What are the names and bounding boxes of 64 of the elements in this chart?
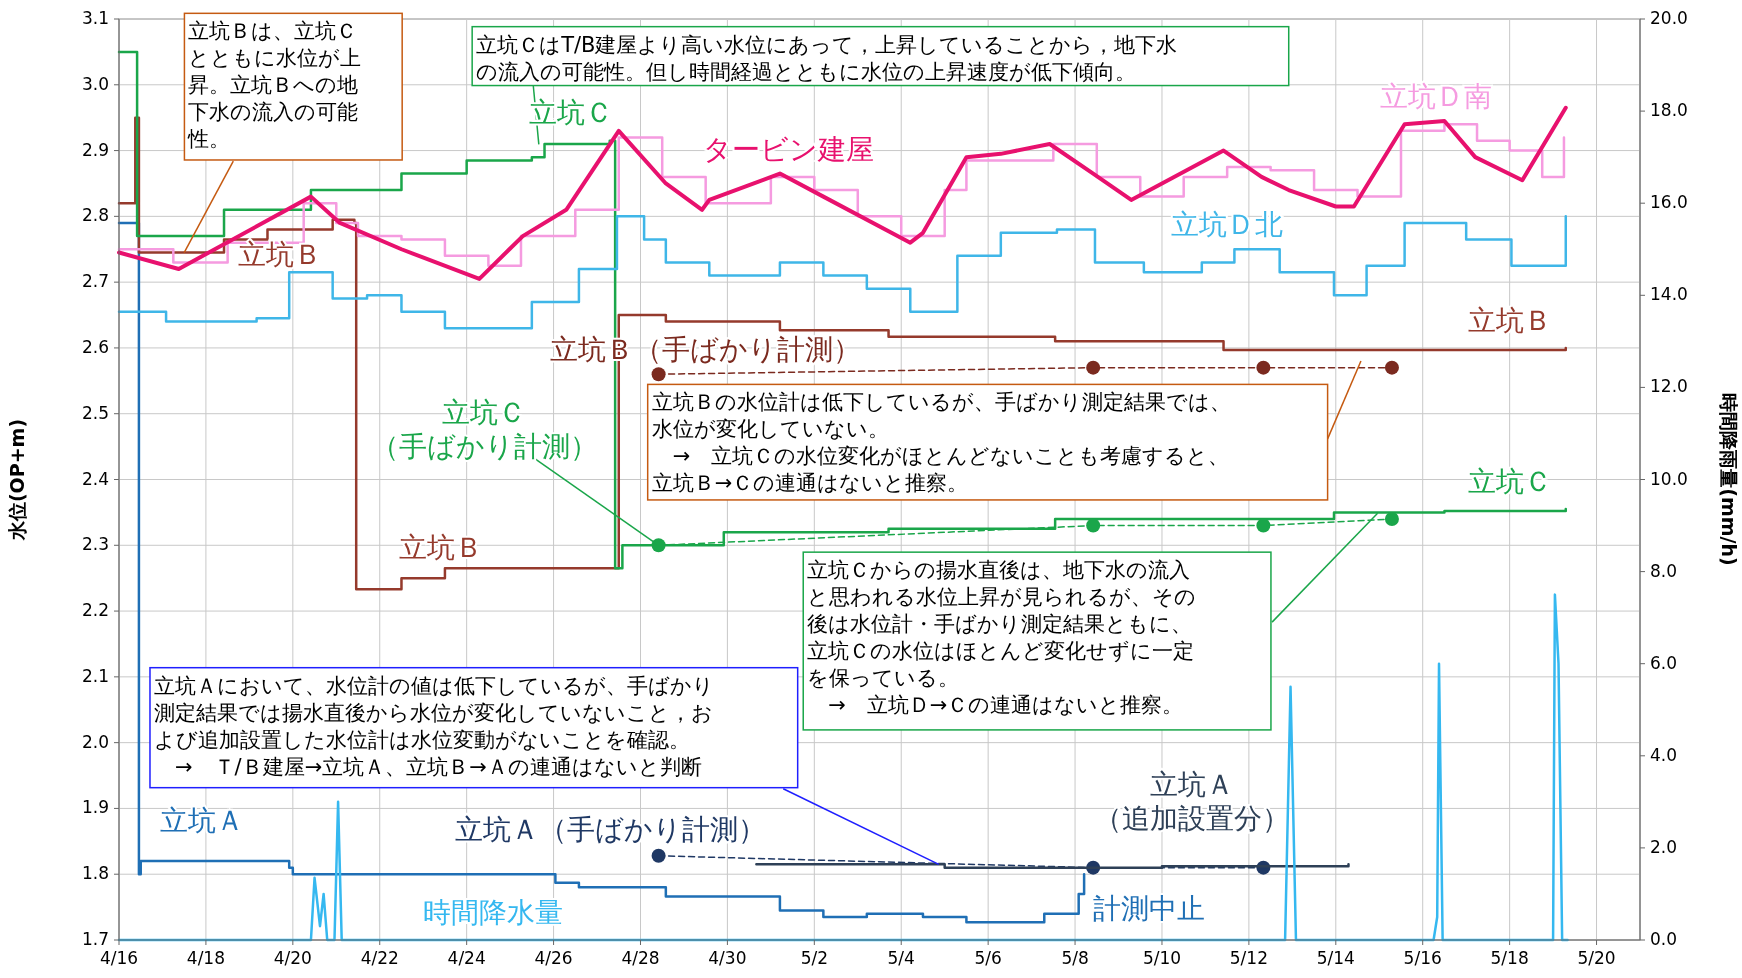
x-tick-label: 5/6 — [974, 948, 1002, 968]
y-tick-label: 1.8 — [81, 863, 109, 884]
y2-tick-label: 20.0 — [1650, 8, 1688, 28]
x-tick-label: 4/28 — [621, 948, 660, 968]
annotation: 立坑Ｂの水位計は低下しているが、手ばかり測定結果では、水位が変化していない。 → 立坑Ｃの水位変化がほとんどないことも考慮すると、立坑Ｂ→Ｃの連通はないと推察。 — [651, 390, 1231, 496]
x-tick-label: 4/20 — [273, 948, 312, 968]
series-label: 立坑Ｄ北 — [1171, 208, 1284, 242]
series-label: 立坑Ａ（追加設置分） — [1094, 767, 1291, 835]
x-tick-label: 5/10 — [1142, 948, 1182, 968]
x-tick-label: 5/8 — [1061, 948, 1089, 968]
y-tick-label: 2.4 — [81, 468, 109, 489]
series-label: 時間降水量 — [422, 895, 563, 929]
y2-axis-title: 時間降雨量(mm/h) — [1718, 393, 1740, 566]
y2-tick-label: 6.0 — [1650, 652, 1678, 673]
x-tick-label: 5/12 — [1229, 948, 1268, 968]
annotation: 立坑Ａにおいて、水位計の値は低下しているが、手ばかり測定結果では揚水直後から水位が変化していないこと，および追加設置した水位計は水位変動がないことを確認。 → Ｔ/Ｂ建屋→立坑Ａ、立坑Ｂ→Ａの連通はないと判断 — [153, 673, 714, 779]
x-tick-label: 5/2 — [800, 948, 828, 968]
x-tick-label: 5/20 — [1577, 948, 1616, 968]
x-tick-label: 5/16 — [1403, 948, 1442, 968]
y-tick-label: 2.1 — [81, 665, 109, 686]
y2-tick-label: 4.0 — [1650, 744, 1678, 765]
y2-tick-label: 2.0 — [1650, 836, 1678, 857]
y2-tick-label: 0.0 — [1650, 929, 1678, 949]
x-tick-label: 4/18 — [186, 948, 226, 968]
y-tick-label: 3.0 — [81, 73, 109, 94]
x-tick-label: 4/30 — [708, 948, 747, 968]
y2-tick-label: 12.0 — [1650, 376, 1688, 397]
y-tick-label: 2.9 — [81, 139, 109, 160]
series-label: 立坑Ａ（手ばかり計測） — [454, 813, 766, 847]
y-tick-label: 2.0 — [81, 731, 109, 752]
y2-tick-label: 18.0 — [1650, 100, 1688, 121]
series-label: 立坑Ｄ南 — [1379, 79, 1492, 113]
y-tick-label: 2.5 — [81, 402, 109, 423]
x-tick-label: 4/24 — [447, 948, 486, 968]
annotation: 立坑Ｂ — [1467, 303, 1552, 337]
y-tick-label: 3.1 — [81, 8, 109, 28]
y2-tick-label: 14.0 — [1650, 284, 1688, 305]
y-tick-label: 2.7 — [81, 271, 109, 292]
series-label: 立坑Ａ — [159, 803, 244, 837]
y-tick-label: 1.9 — [81, 797, 109, 818]
x-tick-label: 5/4 — [887, 948, 915, 968]
annotation: 立坑Ｂ — [398, 530, 483, 564]
x-tick-label: 4/16 — [99, 948, 139, 968]
series-label: 立坑Ｂ — [237, 237, 322, 271]
y-axis-title: 水位(OP+m) — [6, 418, 28, 542]
x-tick-label: 4/22 — [360, 948, 399, 968]
x-tick-label: 5/18 — [1490, 948, 1529, 968]
y2-tick-label: 16.0 — [1650, 192, 1688, 213]
y-tick-label: 2.2 — [81, 600, 109, 621]
annotation: 立坑Ｂは、立坑Ｃとともに水位が上昇。立坑Ｂへの地下水の流入の可能性。 — [187, 19, 362, 152]
annotation: 計測中止 — [1092, 892, 1205, 926]
x-tick-label: 4/26 — [534, 948, 573, 968]
series-label: タービン建屋 — [702, 132, 874, 166]
text: 立坑Ｃ（手ばかり計測） — [370, 396, 598, 464]
annotation: 立坑Ｃからの揚水直後は、地下水の流入と思われる水位上昇が見られるが、その後は水位計・手ばかり測定結果ともに、立坑Ｃの水位はほとんど変化せずに一定を保っている。 → 立坑Ｄ→Ｃの連通はないと推察。 — [807, 558, 1197, 718]
y-tick-label: 1.7 — [81, 929, 109, 949]
annotation: 立坑Ｃ — [1467, 464, 1552, 498]
annotation: 立坑ＣはT/B建屋より高い水位にあって，上昇していることから，地下水の流入の可能性。但し時間経過とともに水位の上昇速度が低下傾向。 — [476, 32, 1178, 84]
y-tick-label: 2.8 — [81, 205, 109, 226]
x-tick-label: 5/14 — [1316, 948, 1355, 968]
y2-tick-label: 8.0 — [1650, 560, 1678, 581]
y-tick-label: 2.3 — [81, 534, 109, 555]
y-tick-label: 2.6 — [81, 336, 109, 357]
y2-tick-label: 10.0 — [1650, 468, 1688, 489]
